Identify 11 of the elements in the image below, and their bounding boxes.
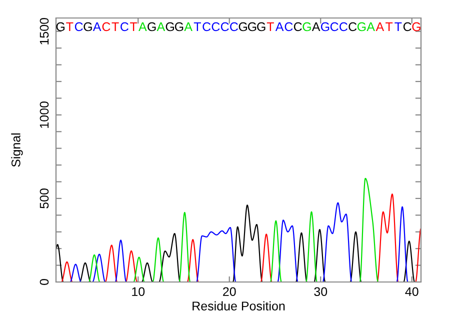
y-tick-label: 500	[40, 188, 49, 208]
text: GTCGACTCTAGAGGATCCCCGGGTACCGAGCCCGAATTCG	[56, 22, 420, 32]
x-tick-label: 40	[405, 287, 418, 296]
x-tick-label: 20	[223, 287, 236, 296]
y-tick-label: 0	[40, 279, 49, 285]
y-tick-label: 1500	[40, 18, 49, 44]
x-axis-title: Residue Position	[192, 301, 285, 310]
x-tick-label: 30	[314, 287, 328, 296]
x-tick-label: 10	[132, 287, 145, 296]
y-axis-title: Signal	[11, 133, 23, 167]
y-tick-label: 1000	[40, 101, 49, 128]
